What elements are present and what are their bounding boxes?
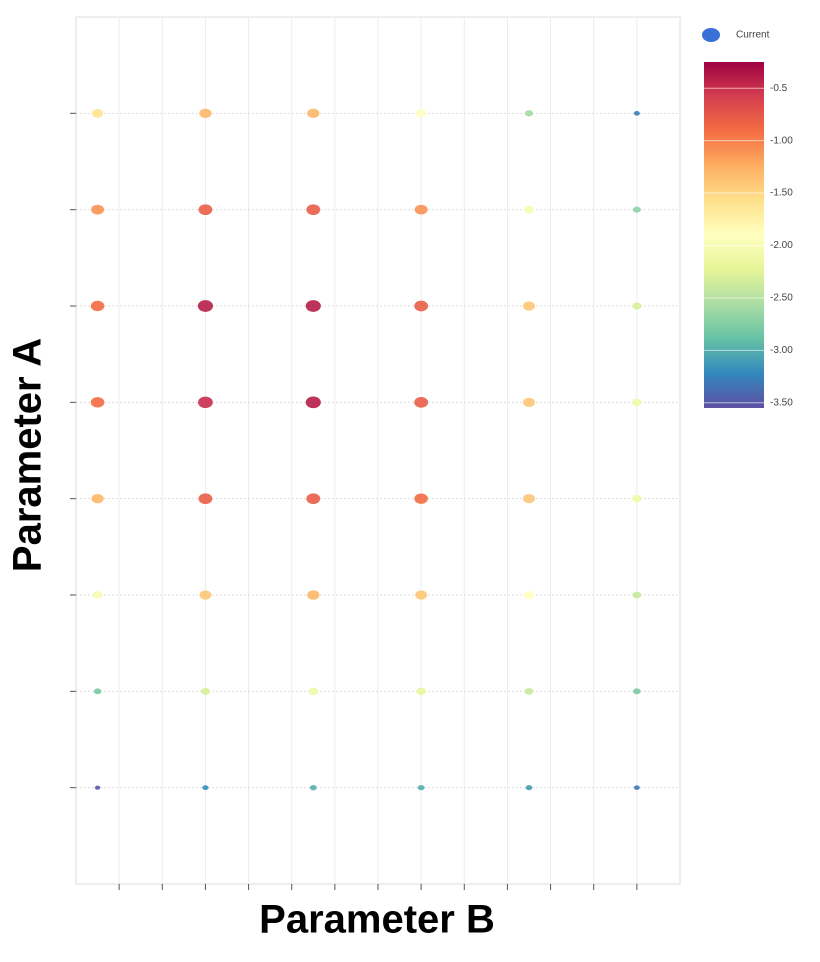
point [90,300,105,312]
legend-label: Current [736,30,770,41]
point [523,205,535,214]
point [92,591,103,599]
point [199,590,212,600]
point [414,397,429,408]
point [415,590,428,600]
point [523,494,535,504]
point [524,110,534,117]
point [307,108,320,119]
point [305,300,321,312]
point [633,785,640,790]
colorbar-tick-label: -2.00 [770,240,793,251]
colorbar [704,62,764,408]
point [633,111,640,116]
point [91,493,104,504]
point [200,687,210,695]
legend-marker [702,28,720,42]
point [305,396,321,409]
colorbar-tick-label: -0.5 [770,83,788,94]
colorbar-tick-label: -3.50 [770,397,793,408]
point [94,785,101,790]
colorbar-tick-label: -2.50 [770,293,793,304]
point [90,397,105,408]
point [524,687,534,695]
point [632,591,642,599]
point [415,109,427,118]
point [414,204,428,215]
point [306,204,321,216]
point [414,300,429,312]
point [633,688,641,695]
point [414,493,428,504]
x-axis-label: Parameter B [259,898,495,942]
point [416,687,426,695]
point [632,302,642,310]
point [307,590,320,600]
point [197,300,213,312]
point [417,785,425,791]
point [198,493,213,504]
point [93,688,102,695]
point [523,397,535,407]
colorbar-tick-label: -3.00 [770,345,793,356]
point [309,785,317,791]
point [308,687,319,696]
point [306,493,321,504]
point [525,785,533,791]
y-axis-label: Parameter A [6,338,50,572]
point [198,204,213,216]
point [91,108,104,118]
point [631,494,642,503]
point [202,785,209,791]
colorbar-tick-label: -1.50 [770,188,793,199]
point [632,206,641,213]
point [198,396,213,409]
point [631,398,642,407]
point [91,204,105,215]
colorbar-tick-label: -1.00 [770,135,793,146]
point [199,108,212,119]
point [523,301,535,311]
point [523,591,535,599]
